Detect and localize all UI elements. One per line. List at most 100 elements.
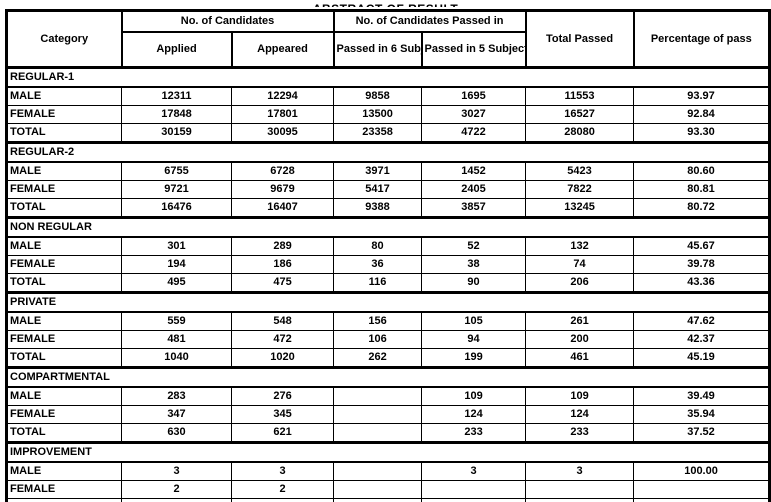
row-label: TOTAL [6, 273, 122, 293]
appeared-value: 30095 [230, 123, 335, 143]
percentage-value: 93.97 [633, 86, 771, 106]
passed-in-6-value: 156 [333, 311, 423, 331]
header-total-passed: Total Passed [524, 9, 635, 69]
row-label: MALE [6, 461, 122, 481]
percentage-value [633, 480, 771, 499]
row-label: FEMALE [6, 180, 122, 199]
appeared-value: 345 [230, 405, 335, 424]
passed-in-5-value: 94 [421, 330, 527, 349]
row-label: FEMALE [6, 480, 122, 499]
applied-value: 6755 [121, 161, 232, 181]
table-row: TOTAL 16476 16407 9388 3857 13245 80.72 [6, 198, 771, 218]
applied-value: 9721 [121, 180, 232, 199]
row-label: MALE [6, 161, 122, 181]
passed-in-6-value: 106 [333, 330, 423, 349]
appeared-value: 472 [230, 330, 335, 349]
passed-in-5-value: 124 [421, 405, 527, 424]
total-passed-value: 461 [525, 348, 635, 368]
passed-in-6-value [333, 386, 423, 406]
header-passed-in-5-subject: Passed in 5 Subject [420, 31, 527, 69]
section-band-row: IMPROVEMENT [6, 441, 770, 463]
passed-in-5-value: 233 [421, 423, 527, 443]
passed-in-6-value: 9858 [333, 86, 423, 106]
percentage-value: 80.60 [633, 161, 771, 181]
row-label: MALE [6, 236, 122, 256]
row-label: TOTAL [6, 423, 122, 443]
passed-in-5-value: 3 [421, 461, 527, 481]
applied-value: 17848 [121, 105, 232, 124]
table-row: MALE 301 289 80 52 132 45.67 [6, 236, 771, 256]
passed-in-6-value: 23358 [333, 123, 423, 143]
total-passed-value: 206 [525, 273, 635, 293]
percentage-value: 39.49 [633, 386, 771, 406]
percentage-value: 47.62 [633, 311, 771, 331]
section-header-label: IMPROVEMENT [6, 441, 770, 463]
appeared-value: 1020 [230, 348, 335, 368]
clipped-page-title-text: ABSTRACT OF RESULT [313, 2, 458, 7]
total-passed-value: 233 [525, 423, 635, 443]
appeared-value: 2 [230, 480, 335, 499]
row-label: FEMALE [6, 330, 122, 349]
table-body: REGULAR-1 MALE 12311 12294 9858 1695 11553 93.9… [6, 66, 771, 502]
row-label: TOTAL [6, 348, 122, 368]
percentage-value: 80.72 [633, 198, 771, 218]
table-row: FEMALE 9721 9679 5417 2405 7822 80.81 [6, 180, 771, 199]
header-appeared: Appeared [230, 31, 335, 69]
percentage-value: 35.94 [633, 405, 771, 424]
applied-value: 2 [121, 480, 232, 499]
total-passed-value: 109 [525, 386, 635, 406]
table-row: MALE 283 276 109 109 39.49 [6, 386, 771, 406]
passed-in-5-value: 38 [421, 255, 527, 274]
total-passed-value: 28080 [525, 123, 635, 143]
appeared-value: 621 [230, 423, 335, 443]
appeared-value: 12294 [230, 86, 335, 106]
table-row: TOTAL 495 475 116 90 206 43.36 [6, 273, 771, 293]
appeared-value: 276 [230, 386, 335, 406]
appeared-value: 475 [230, 273, 335, 293]
total-passed-value: 13245 [525, 198, 635, 218]
table-row: MALE 3 3 3 3 100.00 [6, 461, 771, 481]
percentage-value: 45.67 [633, 236, 771, 256]
passed-in-5-value: 4722 [421, 123, 527, 143]
applied-value: 3 [121, 461, 232, 481]
appeared-value: 5 [230, 498, 335, 502]
percentage-value: 80.81 [633, 180, 771, 199]
passed-in-5-value: 109 [421, 386, 527, 406]
passed-in-6-value: 36 [333, 255, 423, 274]
header-category: Category [5, 9, 123, 69]
applied-value: 481 [121, 330, 232, 349]
passed-in-6-value: 3971 [333, 161, 423, 181]
percentage-value: 45.19 [633, 348, 771, 368]
results-table: Category No. of Candidates No. of Candid… [5, 9, 771, 502]
header-passed-in-6-subject: Passed in 6 Subject [332, 31, 423, 69]
passed-in-6-value: 80 [333, 236, 423, 256]
total-passed-value: 74 [525, 255, 635, 274]
row-label: TOTAL [6, 123, 122, 143]
passed-in-6-value: 116 [333, 273, 423, 293]
appeared-value: 548 [230, 311, 335, 331]
appeared-value: 9679 [230, 180, 335, 199]
percentage-value: 39.78 [633, 255, 771, 274]
row-label: TOTAL [6, 198, 122, 218]
section-header-label: COMPARTMENTAL [6, 366, 770, 388]
row-label: MALE [6, 386, 122, 406]
appeared-value: 3 [230, 461, 335, 481]
passed-in-6-value: 262 [333, 348, 423, 368]
passed-in-6-value: 9388 [333, 198, 423, 218]
applied-value: 301 [121, 236, 232, 256]
applied-value: 559 [121, 311, 232, 331]
section-band-row: NON REGULAR [6, 216, 770, 238]
applied-value: 30159 [121, 123, 232, 143]
applied-value: 630 [121, 423, 232, 443]
percentage-value: 60.00 [633, 498, 771, 502]
row-label: MALE [6, 311, 122, 331]
section-band-row: PRIVATE [6, 291, 770, 313]
applied-value: 16476 [121, 198, 232, 218]
applied-value: 194 [121, 255, 232, 274]
total-passed-value [525, 480, 635, 499]
total-passed-value: 3 [525, 461, 635, 481]
applied-value: 347 [121, 405, 232, 424]
passed-in-6-value [333, 461, 423, 481]
total-passed-value: 3 [525, 498, 635, 502]
